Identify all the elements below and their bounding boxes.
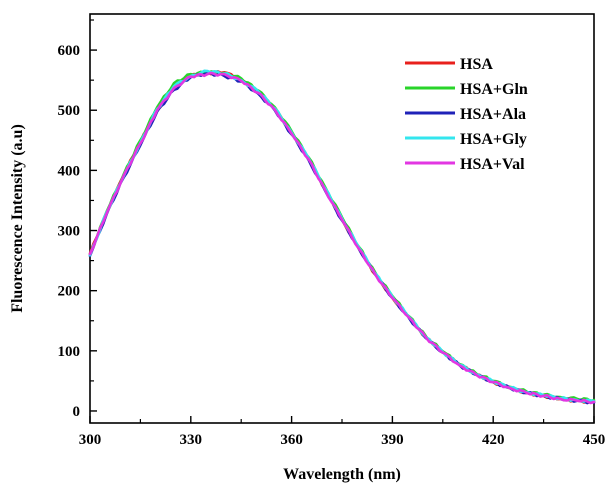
- x-tick-label: 420: [482, 432, 505, 448]
- legend-label: HSA+Gly: [460, 131, 527, 148]
- y-tick-label: 0: [73, 404, 81, 420]
- y-tick-label: 200: [58, 284, 81, 300]
- legend-label: HSA+Ala: [460, 106, 526, 123]
- y-axis-title: Fluorescence Intensity (a.u): [9, 124, 26, 313]
- x-tick-label: 390: [381, 432, 404, 448]
- x-tick-label: 360: [280, 432, 303, 448]
- series-layer: [88, 69, 596, 405]
- plot-area: 300 330 360 390 420 450 0 100 200 300 400 500 600: [58, 13, 606, 448]
- y-tick-label: 400: [58, 163, 81, 179]
- x-tick-label: 450: [583, 432, 606, 448]
- legend-label: HSA+Val: [460, 156, 525, 173]
- legend-label: HSA+Gln: [460, 81, 528, 98]
- axes-layer: 300 330 360 390 420 450 0 100 200 300 400 500 600: [58, 19, 606, 448]
- y-tick-label: 500: [58, 103, 81, 119]
- x-axis-title: Wavelength (nm): [283, 466, 401, 483]
- x-tick-label: 330: [180, 432, 203, 448]
- x-tick-label: 300: [79, 432, 102, 448]
- legend-label: HSA: [460, 56, 493, 73]
- y-tick-label: 600: [58, 43, 81, 59]
- y-tick-label: 300: [58, 224, 81, 240]
- legend: HSA HSA+Gln HSA+Ala HSA+Gly HSA+Val: [405, 56, 528, 173]
- series-line-hsa-val: [88, 71, 596, 405]
- y-tick-label: 100: [58, 344, 81, 360]
